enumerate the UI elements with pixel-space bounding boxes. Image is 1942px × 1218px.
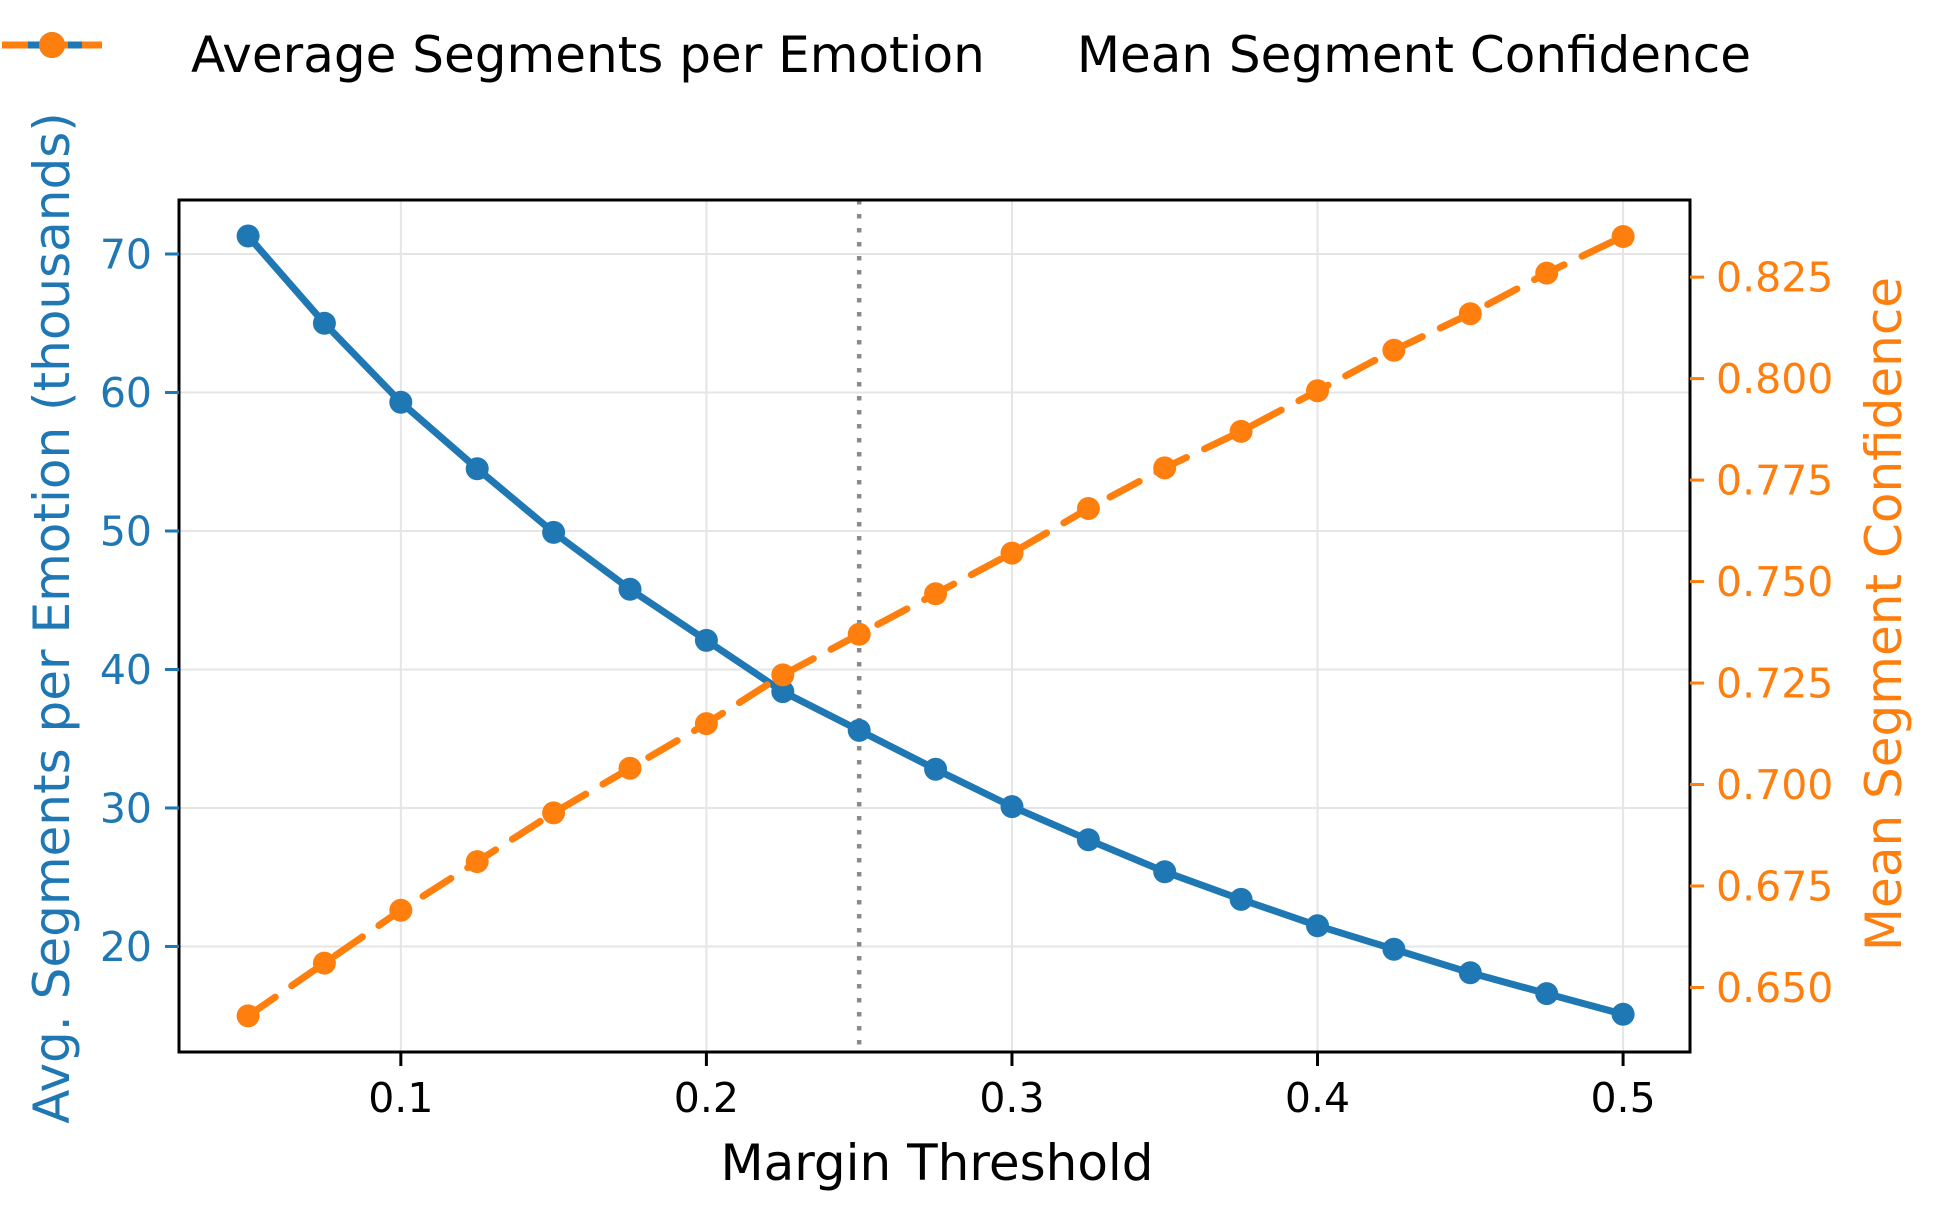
data-point-marker bbox=[1306, 379, 1329, 403]
right-axis-title: Mean Segment Confidence bbox=[1855, 276, 1913, 952]
data-point-marker bbox=[1611, 225, 1635, 248]
right-tick-label: 0.725 bbox=[1716, 659, 1833, 707]
data-point-marker bbox=[771, 663, 795, 687]
gridlines bbox=[179, 200, 1690, 1052]
x-tick-label: 0.1 bbox=[368, 1074, 433, 1122]
data-point-marker bbox=[1153, 860, 1177, 884]
data-point-marker bbox=[924, 582, 948, 606]
data-point-marker bbox=[618, 577, 642, 601]
data-point-marker bbox=[465, 457, 489, 481]
data-point-marker bbox=[389, 898, 413, 922]
axes-frame bbox=[177, 198, 1692, 1054]
data-point-marker bbox=[312, 311, 336, 335]
data-point-marker bbox=[1535, 982, 1559, 1006]
legend-label-avg-segments: Average Segments per Emotion bbox=[191, 26, 985, 84]
data-point-marker bbox=[694, 712, 718, 736]
legend-item-mean-confidence: Mean Segment Confidence bbox=[2, 26, 1751, 84]
data-point-marker bbox=[236, 224, 260, 248]
left-tick-label: 20 bbox=[100, 923, 152, 971]
data-point-marker bbox=[847, 718, 871, 742]
data-point-marker bbox=[694, 628, 718, 652]
data-point-marker bbox=[1076, 828, 1100, 852]
right-tick-label: 0.675 bbox=[1716, 862, 1833, 910]
left-axis-title: Avg. Segments per Emotion (thousands) bbox=[23, 112, 81, 1124]
data-point-marker bbox=[312, 951, 336, 975]
data-point-marker bbox=[236, 1004, 260, 1028]
right-tick-label: 0.825 bbox=[1716, 253, 1833, 301]
dashed-line-dot-marker-icon bbox=[2, 32, 102, 58]
series-avg-segments bbox=[236, 224, 1635, 1026]
data-point-marker bbox=[1076, 497, 1100, 520]
data-point-marker bbox=[465, 850, 489, 874]
data-point-marker bbox=[1229, 419, 1253, 443]
data-point-marker bbox=[1382, 338, 1406, 362]
right-axis-ticks bbox=[1690, 275, 1704, 989]
left-tick-label: 40 bbox=[100, 646, 152, 694]
left-tick-label: 50 bbox=[100, 507, 152, 555]
left-axis-ticks bbox=[165, 252, 179, 948]
series-mean-confidence bbox=[236, 225, 1635, 1028]
data-point-marker bbox=[1000, 795, 1024, 819]
left-tick-label: 30 bbox=[100, 784, 152, 832]
data-point-marker bbox=[618, 756, 642, 780]
data-point-marker bbox=[1458, 961, 1482, 985]
x-tick-label: 0.5 bbox=[1590, 1074, 1655, 1122]
x-axis-ticks bbox=[399, 1052, 1625, 1066]
left-tick-label: 60 bbox=[100, 369, 152, 417]
x-axis-title: Margin Threshold bbox=[720, 1134, 1154, 1192]
data-point-marker bbox=[1229, 887, 1253, 911]
data-point-marker bbox=[1306, 914, 1329, 938]
data-point-marker bbox=[542, 801, 566, 825]
data-point-marker bbox=[1382, 937, 1406, 961]
right-tick-label: 0.775 bbox=[1716, 456, 1833, 504]
data-point-marker bbox=[1000, 541, 1024, 565]
data-point-marker bbox=[1153, 456, 1177, 480]
legend: Average Segments per Emotion Mean Segmen… bbox=[0, 30, 1942, 80]
data-point-marker bbox=[1535, 261, 1559, 285]
right-tick-label: 0.800 bbox=[1716, 355, 1833, 403]
right-tick-label: 0.700 bbox=[1716, 761, 1833, 809]
data-point-marker bbox=[924, 757, 948, 781]
data-point-marker bbox=[847, 622, 871, 646]
data-point-marker bbox=[771, 680, 795, 704]
x-tick-label: 0.2 bbox=[674, 1074, 739, 1122]
x-tick-label: 0.3 bbox=[979, 1074, 1044, 1122]
data-point-marker bbox=[542, 520, 566, 544]
data-point-marker bbox=[1458, 302, 1482, 326]
data-point-marker bbox=[389, 390, 413, 414]
right-tick-label: 0.650 bbox=[1716, 964, 1833, 1012]
legend-item-avg-segments: Average Segments per Emotion bbox=[2, 26, 985, 84]
left-tick-label: 70 bbox=[100, 230, 152, 278]
right-tick-label: 0.750 bbox=[1716, 558, 1833, 606]
legend-label-mean-confidence: Mean Segment Confidence bbox=[1076, 26, 1751, 84]
data-point-marker bbox=[1611, 1002, 1635, 1026]
x-tick-label: 0.4 bbox=[1285, 1074, 1350, 1122]
